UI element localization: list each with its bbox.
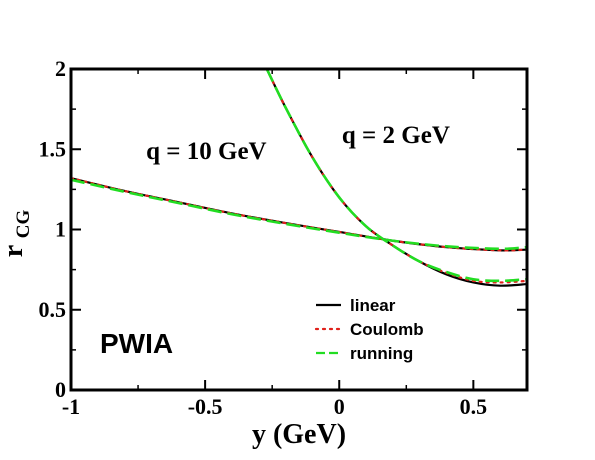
y-tick-label: 1 [55, 217, 66, 242]
legend-label-coulomb: Coulomb [350, 320, 424, 339]
y-tick-label: 2 [55, 56, 66, 81]
y-axis-label: r CG [0, 210, 34, 258]
x-tick-label: 0 [334, 394, 345, 419]
legend-label-linear: linear [350, 296, 396, 315]
annotation-0: q = 10 GeV [146, 138, 267, 165]
legend-label-running: running [350, 344, 413, 363]
panel-label: PWIA [100, 328, 173, 359]
labels-layer: -1 -0.5 0 0.5 0 0.5 1 1.5 2 [39, 56, 488, 419]
y-axis-label-main: r [0, 245, 29, 257]
y-tick-label: 0.5 [39, 297, 67, 322]
curve-q0-linear [71, 177, 527, 252]
curves-layer [71, 69, 527, 287]
y-axis-label-sub: CG [13, 210, 34, 239]
x-axis-label: y (GeV) [252, 419, 346, 450]
annotation-1: q = 2 GeV [342, 122, 450, 149]
curve-q1-linear [265, 69, 527, 287]
x-tick-label: 0.5 [460, 394, 488, 419]
curve-q0-running [71, 178, 527, 251]
y-tick-label: 0 [55, 377, 66, 402]
curve-q1-running [265, 69, 527, 283]
x-tick-label: -1 [62, 394, 80, 419]
curve-q0-coulomb [71, 177, 527, 252]
y-tick-label: 1.5 [39, 136, 67, 161]
legend: linear Coulomb running [314, 296, 424, 363]
ticks-layer [70, 68, 527, 391]
x-tick-label: -0.5 [188, 394, 223, 419]
annotations: q = 10 GeV q = 2 GeV [146, 122, 450, 165]
